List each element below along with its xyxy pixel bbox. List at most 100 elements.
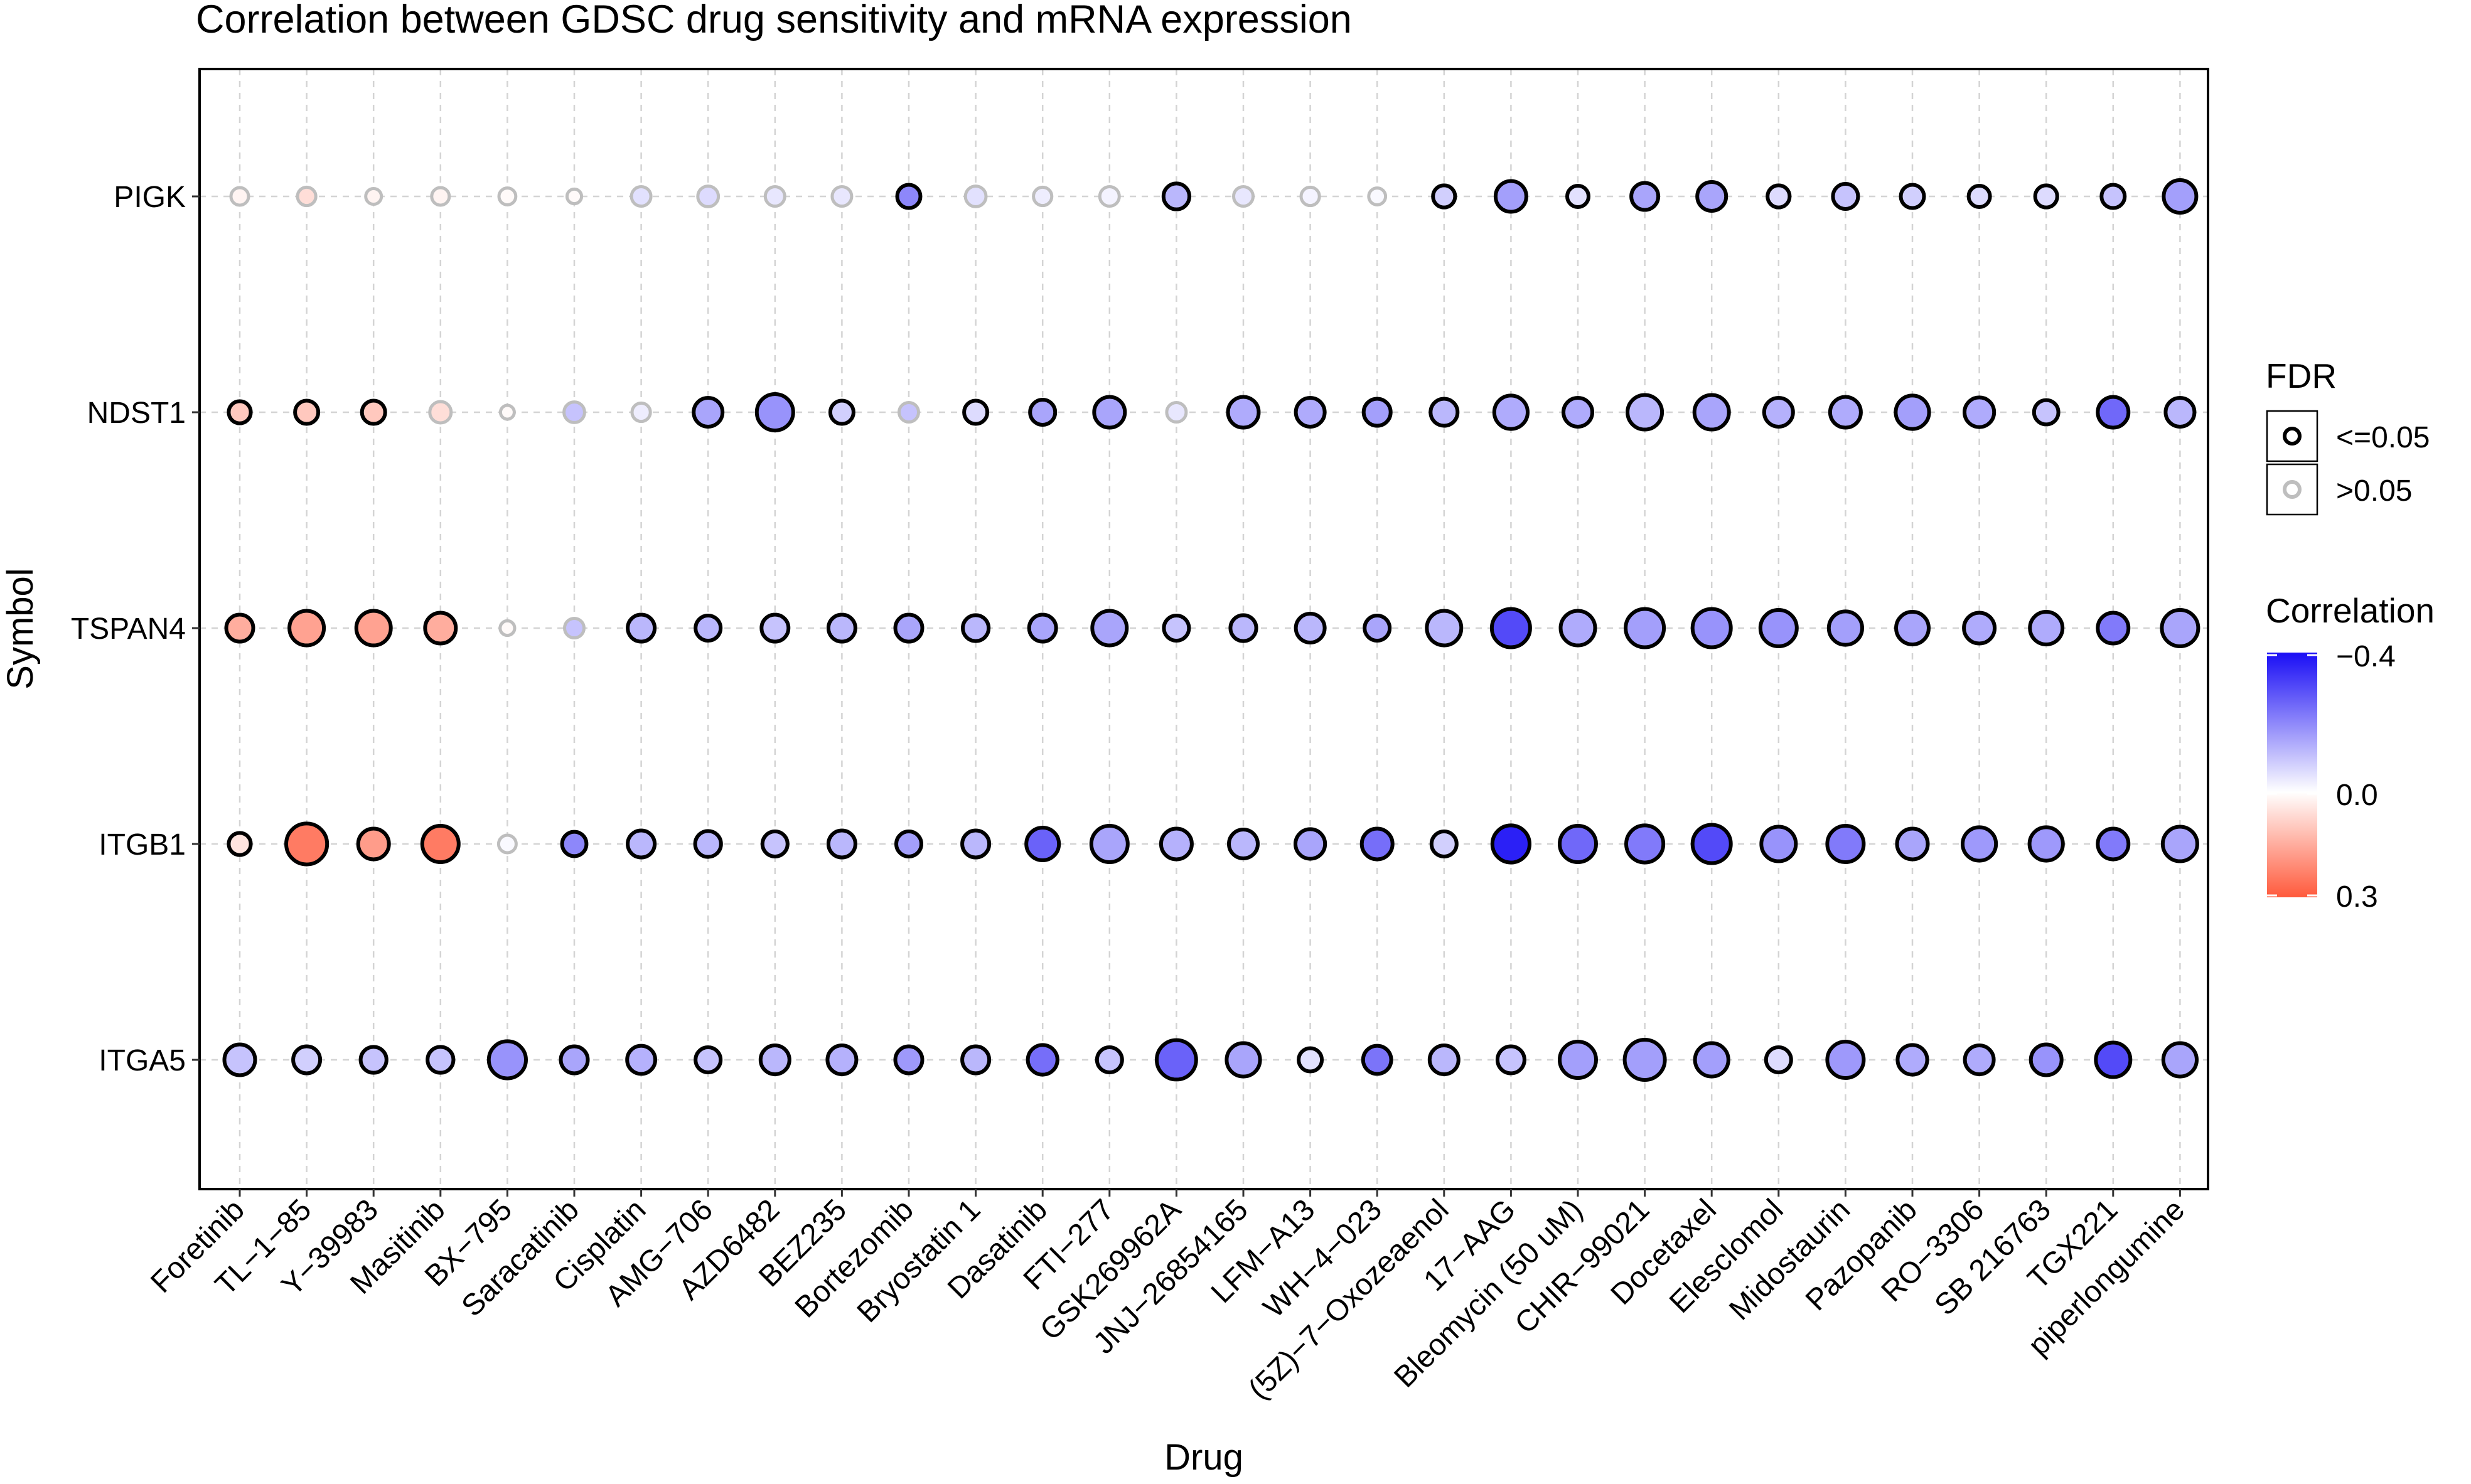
chart-title: Correlation between GDSC drug sensitivit… [196,0,1352,41]
bubble-tspan4-11 [961,613,991,643]
bubble-itgb1-8 [760,830,790,858]
y-axis-ticks: PIGK NDST1 TSPAN4 ITGB1 ITGA5 [71,181,200,1077]
bubble-itga5-16 [1297,1046,1324,1074]
bubble-ndst1-13 [1092,395,1127,430]
bubble-pigk-25 [1899,183,1926,210]
bubble-tspan4-12 [1027,612,1058,644]
bubble-tspan4-26 [1962,611,1997,646]
bubble-ndst1-22 [1692,393,1731,432]
correlation-legend: Correlation −0.4 0.0 0.3 [2266,591,2435,914]
bubble-ndst1-27 [2032,398,2061,427]
bubble-itgb1-16 [1294,827,1327,861]
bubble-pigk-28 [2099,183,2127,210]
correlation-legend-title: Correlation [2266,591,2435,630]
bubble-itga5-23 [1764,1045,1793,1074]
bubble-tspan4-22 [1690,607,1733,649]
bubble-itga5-9 [825,1044,859,1076]
bubble-tspan4-20 [1558,609,1597,648]
y-tick-label: TSPAN4 [71,612,186,646]
bubble-pigk-13 [1098,185,1121,208]
bubble-ndst1-21 [1626,393,1664,432]
bubble-itgb1-20 [1558,824,1598,864]
bubble-itga5-14 [1155,1038,1198,1082]
bubble-itga5-6 [625,1044,657,1076]
bubble-itgb1-14 [1159,826,1194,862]
bubble-itgb1-9 [826,828,857,860]
bubble-pigk-7 [696,184,721,208]
bubble-pigk-8 [763,185,786,208]
bubble-tspan4-15 [1228,613,1258,643]
bubble-itga5-19 [1495,1044,1526,1076]
bubble-pigk-5 [565,187,584,206]
bubble-itga5-27 [2029,1042,2064,1077]
bubble-itgb1-6 [626,828,657,860]
bubble-itga5-28 [2094,1040,2133,1079]
bubble-itga5-0 [222,1042,257,1077]
bubble-tspan4-9 [826,612,857,644]
colorbar-label-max: 0.3 [2336,880,2378,914]
bubble-ndst1-28 [2096,395,2131,430]
bubble-itga5-10 [893,1044,925,1076]
bubble-ndst1-20 [1562,396,1594,429]
bubble-pigk-6 [630,185,653,208]
bubble-tspan4-25 [1894,610,1931,646]
bubble-ndst1-10 [898,401,920,424]
bubble-itgb1-1 [284,821,330,867]
bubble-pigk-17 [1367,186,1388,206]
bubble-itga5-3 [426,1045,456,1075]
bubble-pigk-0 [229,186,250,207]
bubble-ndst1-15 [1226,395,1261,430]
colorbar-label-min: −0.4 [2336,640,2396,673]
fdr-key-nonsignificant-icon [2283,480,2302,499]
bubble-pigk-21 [1629,181,1661,212]
bubble-tspan4-6 [626,612,657,644]
bubble-ndst1-2 [360,398,387,426]
bubble-tspan4-3 [423,611,458,646]
bubble-ndst1-18 [1428,397,1460,428]
bubble-layer [222,178,2200,1082]
bubble-pigk-3 [430,186,451,207]
bubble-tspan4-28 [2096,611,2131,646]
bubble-itga5-12 [1026,1043,1059,1077]
bubble-tspan4-5 [563,617,586,639]
correlation-colorbar [2267,653,2317,897]
bubble-itga5-25 [1895,1043,1929,1077]
bubble-itgb1-26 [1961,825,1998,863]
bubble-pigk-18 [1431,183,1457,210]
bubble-tspan4-21 [1624,607,1666,649]
bubble-tspan4-0 [224,612,255,644]
y-tick-label: ITGB1 [99,828,186,862]
bubble-pigk-9 [830,185,854,208]
bubble-pigk-4 [497,186,518,206]
bubble-itgb1-29 [2160,825,2199,863]
bubble-itgb1-2 [356,826,391,862]
fdr-label-nonsignificant: >0.05 [2336,474,2412,508]
bubble-itga5-17 [1361,1044,1393,1076]
bubble-ndst1-1 [293,398,321,426]
bubble-pigk-11 [963,184,988,208]
bubble-tspan4-13 [1090,609,1129,648]
bubble-ndst1-24 [1828,395,1863,430]
bubble-ndst1-8 [754,392,795,432]
bubble-itgb1-22 [1690,823,1733,865]
bubble-pigk-20 [1565,184,1590,209]
bubble-itga5-24 [1825,1040,1866,1080]
bubble-ndst1-26 [1963,395,1997,429]
bubble-itga5-20 [1558,1040,1598,1080]
bubble-pigk-15 [1232,185,1255,208]
bubble-ndst1-12 [1028,398,1058,427]
bubble-itgb1-24 [1825,824,1866,864]
bubble-itgb1-28 [2096,826,2131,862]
x-axis-title: Drug [1164,1437,1243,1478]
y-axis-title: Symbol [0,568,41,689]
y-tick-label: ITGA5 [99,1044,186,1077]
bubble-ndst1-23 [1762,396,1795,429]
bubble-pigk-23 [1766,183,1792,210]
bubble-itgb1-0 [227,831,253,857]
bubble-itga5-13 [1095,1045,1124,1074]
bubble-pigk-26 [1966,184,1992,209]
bubble-itga5-29 [2161,1041,2199,1079]
bubble-tspan4-2 [354,609,393,648]
bubble-tspan4-23 [1758,608,1799,648]
